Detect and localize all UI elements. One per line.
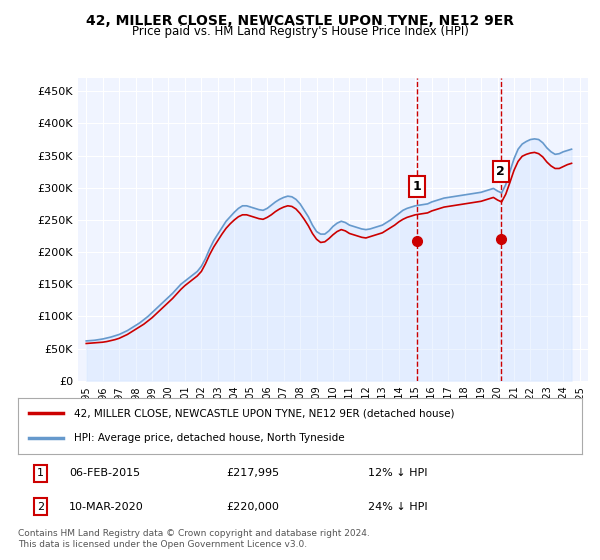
Text: Contains HM Land Registry data © Crown copyright and database right 2024.
This d: Contains HM Land Registry data © Crown c… (18, 529, 370, 549)
Text: 06-FEB-2015: 06-FEB-2015 (69, 468, 140, 478)
Text: 24% ↓ HPI: 24% ↓ HPI (368, 502, 427, 512)
Text: 2: 2 (496, 165, 505, 178)
Text: 1: 1 (37, 468, 44, 478)
Text: 42, MILLER CLOSE, NEWCASTLE UPON TYNE, NE12 9ER: 42, MILLER CLOSE, NEWCASTLE UPON TYNE, N… (86, 14, 514, 28)
Text: 1: 1 (413, 180, 421, 193)
Text: 42, MILLER CLOSE, NEWCASTLE UPON TYNE, NE12 9ER (detached house): 42, MILLER CLOSE, NEWCASTLE UPON TYNE, N… (74, 408, 455, 418)
Text: 12% ↓ HPI: 12% ↓ HPI (368, 468, 427, 478)
Text: £220,000: £220,000 (227, 502, 280, 512)
Text: Price paid vs. HM Land Registry's House Price Index (HPI): Price paid vs. HM Land Registry's House … (131, 25, 469, 38)
Text: HPI: Average price, detached house, North Tyneside: HPI: Average price, detached house, Nort… (74, 433, 345, 443)
Text: 2: 2 (37, 502, 44, 512)
Text: 10-MAR-2020: 10-MAR-2020 (69, 502, 143, 512)
Text: £217,995: £217,995 (227, 468, 280, 478)
